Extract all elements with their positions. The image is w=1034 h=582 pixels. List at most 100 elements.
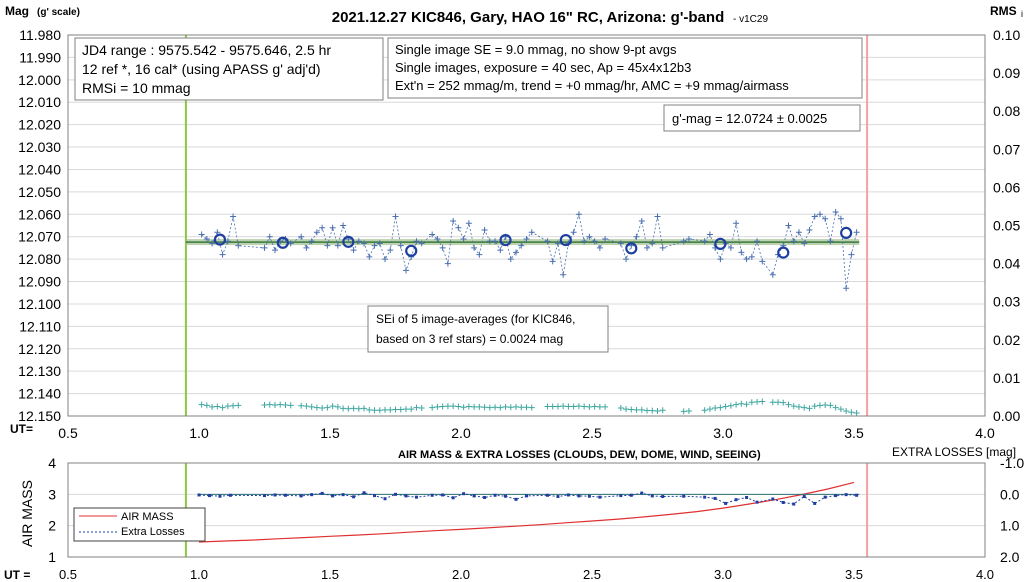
extra-losses-tick-label: -1.0 bbox=[1000, 455, 1024, 471]
single-image-point bbox=[266, 233, 273, 240]
rms-point bbox=[554, 403, 561, 410]
extra-losses-point bbox=[792, 502, 796, 506]
rms-tick-label: 0.04 bbox=[993, 256, 1020, 272]
single-image-point bbox=[638, 218, 645, 225]
rms-point bbox=[654, 408, 661, 415]
extra-losses-point bbox=[299, 494, 303, 498]
rms-point bbox=[382, 406, 389, 413]
rms-point bbox=[345, 405, 352, 412]
ut-tick-label: 2.0 bbox=[451, 425, 471, 441]
rms-point bbox=[361, 405, 368, 412]
single-image-point bbox=[434, 235, 441, 242]
image-average-point bbox=[213, 233, 227, 246]
rms-point bbox=[235, 402, 242, 409]
extra-losses-point bbox=[834, 494, 838, 498]
single-image-point bbox=[513, 249, 520, 256]
extra-losses-y-ticks: -1.0 0.0 1.0 2.0 bbox=[1000, 455, 1024, 565]
rms-point bbox=[638, 406, 645, 413]
single-image-point bbox=[554, 240, 561, 247]
single-image-point bbox=[518, 242, 525, 249]
rms-tick-label: 0.03 bbox=[993, 294, 1020, 310]
extra-losses-point bbox=[352, 495, 356, 499]
extra-losses-point bbox=[525, 494, 528, 498]
ut-tick-label: 1.0 bbox=[189, 425, 209, 441]
mag-tick-label: 12.050 bbox=[18, 184, 61, 200]
single-image-point bbox=[769, 271, 776, 278]
extra-losses-point bbox=[619, 494, 623, 498]
extra-losses-point bbox=[310, 493, 314, 497]
rms-point bbox=[450, 403, 457, 410]
single-image-point bbox=[366, 253, 373, 260]
rmsi-text: RMSi = 10 mmag bbox=[82, 80, 191, 96]
rms-point bbox=[727, 402, 734, 409]
rms-point bbox=[444, 403, 451, 410]
gmag-text: g'-mag = 12.0724 ± 0.0025 bbox=[672, 111, 827, 126]
ut-tick-label-bottom: 3.0 bbox=[714, 567, 732, 582]
single-image-point bbox=[219, 251, 226, 258]
exposure-text: Single images, exposure = 40 sec, Ap = 4… bbox=[395, 60, 691, 75]
rms-point bbox=[329, 403, 336, 410]
extra-losses-point bbox=[414, 495, 418, 499]
extra-losses-point bbox=[430, 493, 434, 497]
rms-point bbox=[801, 404, 808, 411]
single-image-point bbox=[748, 253, 755, 260]
mag-tick-label: 12.080 bbox=[18, 251, 61, 267]
jd-info-box: JD4 range : 9575.542 - 9575.646, 2.5 hr … bbox=[74, 37, 384, 101]
rms-point bbox=[418, 404, 425, 411]
rms-point bbox=[455, 403, 462, 410]
airmass-tick-label: 1 bbox=[48, 549, 56, 565]
rms-point bbox=[507, 404, 514, 411]
airmass-chart: AIR MASS & EXTRA LOSSES (CLOUDS, DEW, DO… bbox=[4, 445, 1024, 582]
rms-point bbox=[570, 403, 577, 410]
single-image-point bbox=[617, 240, 624, 247]
airmass-tick-label: 4 bbox=[48, 455, 56, 471]
rms-point bbox=[271, 401, 278, 408]
rms-axis-sublabel: i bbox=[1021, 9, 1023, 19]
mag-tick-label: 11.990 bbox=[19, 49, 61, 65]
single-image-point bbox=[492, 238, 499, 245]
single-image-point bbox=[795, 229, 802, 236]
extra-losses-point bbox=[781, 500, 785, 504]
rms-point bbox=[848, 409, 855, 416]
rms-point bbox=[738, 400, 745, 407]
extra-losses-point bbox=[451, 496, 455, 500]
rms-point bbox=[560, 403, 567, 410]
legend-extra-losses-label: Extra Losses bbox=[121, 526, 185, 538]
mag-tick-label: 12.010 bbox=[18, 94, 61, 110]
rms-point bbox=[623, 406, 630, 413]
rms-point bbox=[832, 404, 839, 411]
image-average-point bbox=[499, 233, 512, 247]
extra-losses-point bbox=[331, 494, 335, 498]
rms-point bbox=[743, 401, 750, 408]
extra-losses-point bbox=[504, 494, 508, 498]
ut-tick-label: 4.0 bbox=[975, 425, 995, 441]
rms-point bbox=[214, 403, 221, 410]
rms-point bbox=[717, 404, 724, 411]
rms-axis-label: RMS bbox=[990, 4, 1017, 18]
single-image-point bbox=[706, 231, 713, 238]
extra-losses-point bbox=[341, 493, 345, 497]
mag-tick-label: 12.150 bbox=[18, 408, 61, 424]
airmass-grid bbox=[68, 462, 985, 558]
single-image-point bbox=[481, 226, 488, 233]
single-image-point bbox=[319, 224, 326, 231]
extra-losses-point bbox=[462, 492, 466, 496]
airmass-axis-label: AIR MASS bbox=[19, 480, 35, 547]
ut-tick-label-bottom: 3.5 bbox=[845, 567, 863, 582]
rms-point bbox=[644, 407, 651, 414]
single-image-point bbox=[843, 285, 850, 292]
single-image-point bbox=[701, 238, 708, 245]
single-image-point bbox=[230, 213, 237, 220]
rms-point bbox=[203, 402, 210, 409]
rms-point bbox=[460, 404, 467, 411]
rms-point bbox=[334, 403, 341, 410]
mag-tick-label: 12.070 bbox=[18, 229, 61, 245]
single-image-point bbox=[334, 242, 341, 249]
airmass-chart-title: AIR MASS & EXTRA LOSSES (CLOUDS, DEW, DO… bbox=[398, 449, 761, 461]
rms-point bbox=[685, 408, 692, 415]
extra-losses-point bbox=[362, 491, 366, 495]
air-mass-line bbox=[198, 481, 855, 543]
rms-point bbox=[408, 406, 415, 413]
mag-tick-label: 11.980 bbox=[19, 27, 61, 43]
